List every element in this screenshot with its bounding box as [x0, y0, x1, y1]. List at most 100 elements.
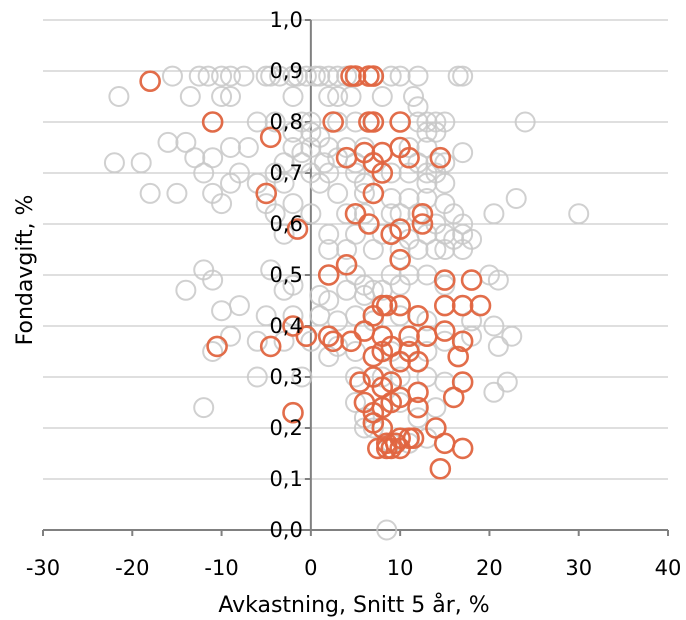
- data-point-other: [407, 407, 429, 429]
- data-point-highlight: [282, 401, 304, 424]
- data-point-other: [237, 137, 259, 158]
- data-point-other: [568, 203, 590, 225]
- data-point-highlight: [340, 65, 362, 87]
- data-point-other: [353, 182, 375, 204]
- x-tick-label: 30: [565, 556, 592, 580]
- data-point-other: [273, 172, 295, 194]
- data-point-other: [211, 86, 233, 107]
- data-point-highlight: [358, 65, 380, 87]
- data-point-other: [398, 137, 420, 158]
- data-point-other: [313, 152, 335, 174]
- data-point-other: [425, 121, 447, 143]
- data-point-highlight: [259, 126, 282, 149]
- data-point-highlight: [389, 294, 411, 317]
- data-point-other: [282, 121, 304, 143]
- y-tick-label: 0,7: [269, 161, 302, 185]
- data-point-other: [246, 111, 268, 133]
- data-point-other: [452, 142, 474, 164]
- data-point-other: [345, 392, 366, 413]
- data-point-other: [336, 279, 358, 301]
- data-point-other: [260, 259, 282, 281]
- data-point-other: [300, 137, 322, 158]
- data-point-other: [184, 147, 206, 169]
- data-point-highlight: [367, 437, 389, 460]
- y-tick-label: 0,4: [269, 314, 302, 338]
- data-point-other: [398, 162, 420, 184]
- data-point-other: [434, 172, 456, 194]
- data-point-other: [202, 341, 224, 362]
- data-point-other: [487, 269, 509, 291]
- data-point-highlight: [447, 345, 469, 368]
- data-point-other: [452, 65, 474, 87]
- x-tick-label: 10: [387, 556, 414, 580]
- data-point-other: [108, 86, 130, 107]
- y-tick-label: 0,9: [269, 59, 302, 83]
- data-point-highlight: [411, 203, 434, 225]
- data-point-highlight: [375, 294, 398, 317]
- data-point-other: [193, 162, 215, 184]
- data-point-highlight: [371, 162, 394, 184]
- data-point-other: [416, 172, 438, 194]
- data-point-other: [407, 239, 429, 260]
- data-point-other: [264, 111, 286, 133]
- x-tick-label: -20: [115, 556, 149, 580]
- data-point-other: [193, 397, 215, 419]
- data-point-highlight: [433, 320, 456, 342]
- data-point-highlight: [335, 253, 358, 276]
- data-point-other: [340, 86, 362, 107]
- y-tick-label: 0,0: [269, 518, 302, 542]
- data-point-other: [416, 223, 438, 245]
- data-point-other: [188, 65, 210, 87]
- data-point-highlight: [362, 65, 385, 87]
- data-point-other: [286, 65, 308, 87]
- data-point-other: [282, 86, 304, 107]
- x-tick-label: -30: [26, 556, 60, 580]
- data-point-other: [157, 131, 179, 153]
- data-point-other: [483, 315, 505, 337]
- data-point-highlight: [389, 111, 411, 133]
- data-point-other: [273, 279, 295, 301]
- y-tick-label: 0,5: [269, 263, 302, 287]
- data-point-other: [318, 86, 340, 107]
- data-point-highlight: [371, 417, 394, 439]
- data-point-highlight: [429, 457, 452, 480]
- data-point-other: [501, 325, 523, 347]
- data-point-other: [452, 239, 474, 260]
- data-point-other: [309, 172, 331, 194]
- data-point-other: [389, 274, 411, 296]
- data-point-highlight: [389, 218, 411, 240]
- data-point-other: [380, 162, 402, 184]
- data-point-highlight: [259, 335, 282, 358]
- data-point-other: [197, 65, 219, 87]
- data-point-other: [103, 152, 125, 174]
- data-point-other: [166, 182, 188, 204]
- data-point-other: [403, 86, 425, 107]
- data-point-highlight: [358, 213, 380, 235]
- data-point-highlight: [451, 371, 474, 393]
- data-point-other: [220, 325, 241, 347]
- data-point-other: [318, 239, 340, 260]
- data-point-other: [483, 381, 505, 403]
- data-point-other: [179, 86, 201, 107]
- data-point-highlight: [451, 294, 474, 317]
- data-point-highlight: [340, 330, 362, 353]
- data-point-other: [425, 239, 447, 260]
- data-point-highlight: [201, 111, 224, 133]
- x-tick-label: -10: [204, 556, 238, 580]
- data-point-other: [407, 65, 429, 87]
- data-point-highlight: [433, 432, 456, 455]
- data-point-other: [371, 86, 393, 107]
- data-point-other: [452, 213, 474, 235]
- data-point-other: [336, 203, 358, 225]
- data-point-other: [398, 188, 420, 209]
- data-point-other: [175, 279, 197, 301]
- data-point-highlight: [255, 182, 278, 205]
- x-tick-label: 0: [304, 556, 317, 580]
- data-point-highlight: [433, 294, 456, 317]
- data-point-highlight: [460, 269, 483, 291]
- data-point-highlight: [407, 304, 429, 327]
- data-point-other: [295, 65, 317, 87]
- data-point-other: [233, 65, 255, 87]
- data-point-highlight: [322, 111, 344, 133]
- data-point-other: [407, 96, 429, 118]
